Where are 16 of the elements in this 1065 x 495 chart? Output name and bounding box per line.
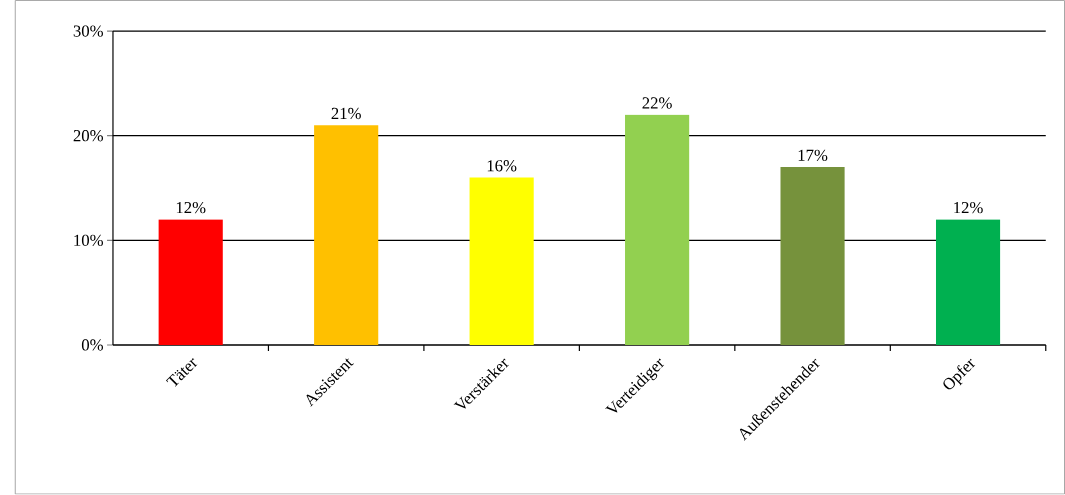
bar [314,125,379,346]
y-tick-label: 30% [73,25,103,37]
y-tick-label: 10% [74,234,103,247]
bar [625,115,690,346]
data-label: 16% [487,160,517,172]
bar [935,219,1001,346]
bar [158,219,223,346]
data-label: 12% [954,202,983,214]
data-label: 17% [798,149,828,162]
bar [469,177,534,346]
y-tick-label: 20% [73,130,103,142]
data-label: 22% [642,97,672,109]
data-label: 21% [331,108,361,120]
data-label: 12% [176,202,206,214]
bar [780,167,845,346]
y-tick-label: 0% [81,339,103,351]
